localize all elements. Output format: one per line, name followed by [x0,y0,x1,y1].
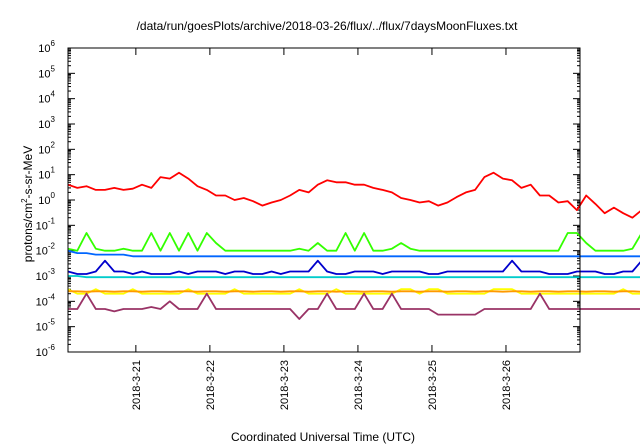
y-tick-base: 10 [38,195,50,207]
x-tick-label: 2018-3-23 [279,360,291,410]
y-tick-label: 101 [38,166,55,182]
svg-text:protons/cm2-s-sr-MeV: protons/cm2-s-sr-MeV [20,146,35,262]
x-tick-label: 2018-3-22 [205,360,217,410]
y-tick-base: 10 [36,322,48,334]
y-tick-label: 106 [38,39,55,55]
y-tick-exponent: 5 [51,64,56,73]
series-line-3 [67,259,640,275]
series-line-4 [68,275,640,279]
series-line-5 [67,288,640,295]
y-tick-exponent: 6 [51,39,56,48]
y-tick-exponent: -4 [48,292,56,301]
y-tick-label: 10-5 [36,318,56,334]
y-tick-base: 10 [38,94,50,106]
series-line-1 [67,232,640,252]
series-group [67,171,640,320]
y-axis-label-end: -s-sr-MeV [21,146,35,199]
y-tick-label: 10-3 [36,267,56,283]
y-tick-base: 10 [38,43,50,55]
y-tick-exponent: 1 [51,166,56,175]
y-axis-label: protons/cm2-s-sr-MeV [20,146,35,262]
y-tick-base: 10 [36,271,48,283]
plot-frame [67,47,581,353]
chart-title: /data/run/goesPlots/archive/2018-03-26/f… [137,19,519,33]
y-tick-base: 10 [38,144,50,156]
y-tick-label: 10-1 [36,216,56,232]
series-line-7 [68,292,640,320]
y-tick-label: 100 [38,191,55,207]
series-line-2 [67,249,640,258]
y-tick-label: 105 [38,64,55,80]
y-tick-exponent: -6 [48,343,56,352]
y-tick-base: 10 [38,119,50,131]
y-tick-base: 10 [36,347,48,359]
x-tick-label: 2018-3-24 [353,360,365,410]
y-tick-base: 10 [38,68,50,80]
y-tick-exponent: 4 [51,90,56,99]
y-tick-base: 10 [36,246,48,258]
y-tick-label: 103 [38,115,55,131]
y-tick-exponent: 0 [51,191,56,200]
y-tick-base: 10 [38,170,50,182]
x-axis-label: Coordinated Universal Time (UTC) [231,430,415,444]
y-tick-label: 10-2 [36,242,56,258]
y-tick-label: 10-6 [36,343,56,359]
y-tick-exponent: 3 [51,115,56,124]
y-tick-exponent: -2 [48,242,56,251]
y-axis-label-start: protons/cm [21,203,35,262]
y-tick-base: 10 [36,296,48,308]
series-line-0 [67,171,640,219]
x-tick-label: 2018-3-25 [427,360,439,410]
y-tick-label: 10-4 [36,292,56,308]
y-tick-label: 104 [38,90,55,106]
x-tick-label: 2018-3-26 [501,360,513,410]
y-tick-base: 10 [36,220,48,232]
y-tick-label: 102 [38,140,55,156]
y-tick-exponent: -3 [48,267,56,276]
y-tick-exponent: 2 [51,140,56,149]
x-ticks: 2018-3-21 2018-3-22 2018-3-23 2018-3-24 2018… [131,48,513,410]
y-axis-label-sup: 2 [20,198,29,203]
y-tick-exponent: -1 [48,216,56,225]
y-tick-exponent: -5 [48,318,56,327]
x-tick-label: 2018-3-21 [131,360,143,410]
